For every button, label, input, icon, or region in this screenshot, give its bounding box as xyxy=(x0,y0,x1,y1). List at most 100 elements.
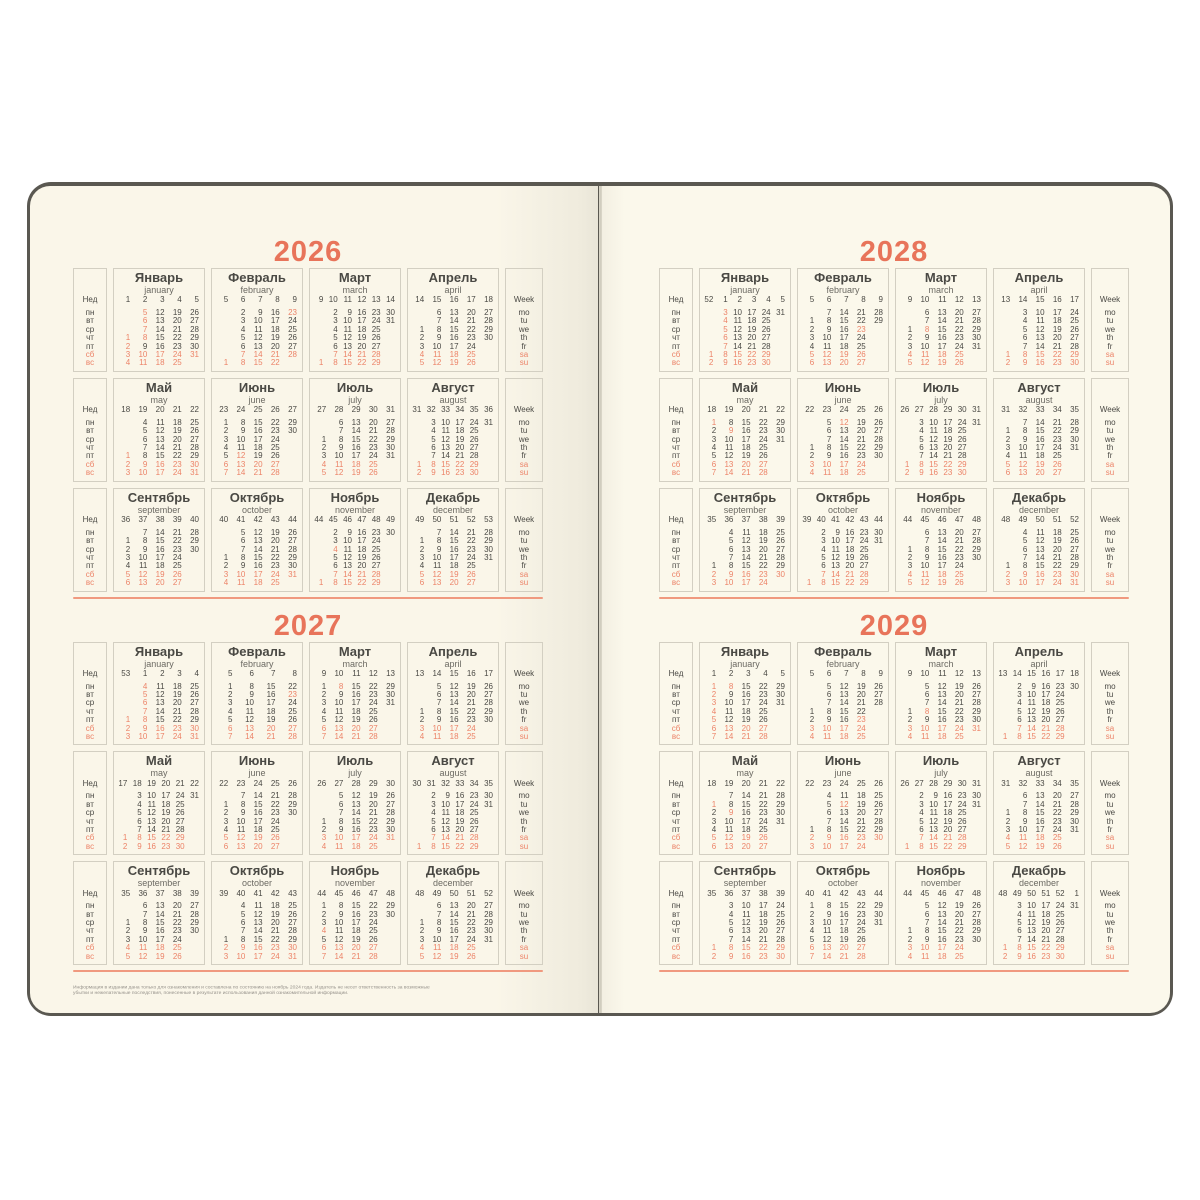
date-cell: 17 xyxy=(937,943,947,953)
date-cell: 2 xyxy=(907,715,913,725)
date-cell: 18 xyxy=(155,358,165,368)
date-cell xyxy=(283,834,300,842)
dates-row: 4 11 18 25 xyxy=(702,443,788,452)
date-cell: 2 xyxy=(228,689,233,699)
date-cell: 17 xyxy=(455,417,465,427)
date-cell: 10 xyxy=(138,934,148,944)
date-cell: 1 xyxy=(907,544,913,554)
date-cell xyxy=(869,334,886,342)
dates-row: 7 14 21 28 xyxy=(996,418,1082,427)
date-cell xyxy=(312,801,329,809)
day-label-row: чт xyxy=(76,707,104,716)
date-cell: 20 xyxy=(943,825,953,834)
date-cell: 18 xyxy=(937,569,947,579)
week-number: 34 xyxy=(1052,778,1062,788)
dates-row: 6 13 20 27 xyxy=(214,842,300,851)
date-cell: 27 xyxy=(859,561,869,571)
day-label-row: пт xyxy=(662,342,690,351)
date-cell: 9 xyxy=(826,909,832,919)
date-cell xyxy=(800,537,814,545)
week-numbers-row: 48 49 50 51 52 xyxy=(410,889,496,902)
quarter-row: Нед пн вт ср чт пт сб вс Сентябрь september 35 36 37… xyxy=(73,861,543,966)
date-cell: 5 xyxy=(223,833,229,843)
date-cell xyxy=(702,919,719,927)
date-cell: 20 xyxy=(357,561,367,571)
dates-row: 7 14 21 28 xyxy=(702,342,788,351)
week-numbers-row: 52 1 2 3 4 5 xyxy=(702,296,788,309)
date-cell: 29 xyxy=(1070,350,1079,360)
day-label-row: вт xyxy=(76,910,104,919)
dates-row: 5 12 19 26 xyxy=(800,682,886,691)
date-cell: 13 xyxy=(155,316,165,326)
date-cell: 18 xyxy=(266,706,276,716)
dates-row: 3 10 17 24 xyxy=(410,342,496,351)
date-cell xyxy=(996,919,1010,927)
date-cell: 28 xyxy=(859,569,869,579)
date-cell: 1 xyxy=(321,434,327,444)
year-calendar-2029: 2029 Нед пн вт ср чт пт сб вс Январь january 1 2 3 4 5… xyxy=(659,611,1129,973)
dates-row: 6 13 20 27 xyxy=(898,528,984,537)
date-cell: 2 xyxy=(907,333,913,343)
date-cell xyxy=(479,351,496,359)
date-cell: 21 xyxy=(466,909,476,919)
week-number: 42 xyxy=(253,514,263,524)
date-cell: 23 xyxy=(172,341,182,351)
month-calendar-may-2029: Май may 18 19 20 21 22 7 14 21 28 1 8 15 22 29 2 9 16 23 30 3… xyxy=(699,751,791,856)
date-cell: 23 xyxy=(172,926,182,936)
date-cell: 10 xyxy=(831,536,840,546)
date-cell xyxy=(800,691,817,699)
date-cell: 25 xyxy=(469,426,479,436)
date-cell: 9 xyxy=(826,324,832,334)
date-cell: 11 xyxy=(335,706,344,716)
day-label-пт: пт xyxy=(86,715,94,725)
dates-row: 1 8 15 22 29 xyxy=(898,927,984,936)
week-number: 52 xyxy=(484,888,493,898)
date-cell: 8 xyxy=(919,841,924,851)
week-en-column: Week mo tu we th fr sa su xyxy=(1091,641,1129,746)
date-cell: 14 xyxy=(253,926,263,936)
week-number: 15 xyxy=(1027,668,1036,678)
date-cell: 18 xyxy=(839,468,849,478)
date-cell: 22 xyxy=(270,799,280,809)
date-cell xyxy=(869,843,886,851)
day-label-row: we xyxy=(508,698,540,707)
month-name-ru: Январь xyxy=(720,270,770,285)
day-label-row: fr xyxy=(508,825,540,834)
date-cell: 23 xyxy=(856,324,866,334)
date-cell: 22 xyxy=(1052,350,1062,360)
date-cell: 29 xyxy=(776,417,785,427)
dates-row: 2 9 16 23 30 xyxy=(312,690,398,699)
date-cell xyxy=(702,317,716,325)
dates-row: 1 8 15 22 29 xyxy=(410,842,496,851)
date-cell: 8 xyxy=(924,324,930,334)
date-cell: 11 xyxy=(1019,451,1028,461)
date-cell: 23 xyxy=(270,561,280,571)
day-label-row: th xyxy=(1094,443,1126,452)
date-cell xyxy=(214,309,231,317)
date-cell: 17 xyxy=(845,536,855,546)
week-en-header-row: Week xyxy=(1094,296,1126,309)
date-cell: 14 xyxy=(351,808,361,818)
month-calendar-august-2026: Август august 31 32 33 34 35 36 3 10 17 24 31 4 11 18 25… xyxy=(407,377,499,482)
date-cell: 9 xyxy=(436,926,442,936)
month-name-en: february xyxy=(826,658,860,669)
week-number: 8 xyxy=(861,668,866,678)
date-cell: 28 xyxy=(288,791,297,801)
date-cell xyxy=(188,818,202,826)
date-cell xyxy=(214,334,231,342)
date-cell: 5 xyxy=(240,909,246,919)
date-cell: 22 xyxy=(288,681,297,691)
week-ru-header-row: Нед xyxy=(76,296,104,309)
dates-row: 2 9 16 23 xyxy=(214,689,300,699)
week-number: 50 xyxy=(449,888,459,898)
date-cell: 5 xyxy=(1005,459,1011,469)
date-cell: 4 xyxy=(223,825,229,834)
date-cell: 1 xyxy=(708,350,714,360)
date-cell: 19 xyxy=(253,451,263,461)
date-cell: 8 xyxy=(728,561,734,571)
date-cell xyxy=(800,554,814,562)
date-cell: 11 xyxy=(1036,527,1045,537)
date-cell: 28 xyxy=(874,434,883,444)
date-cell: 20 xyxy=(466,308,476,317)
month-name-en: may xyxy=(736,768,754,779)
